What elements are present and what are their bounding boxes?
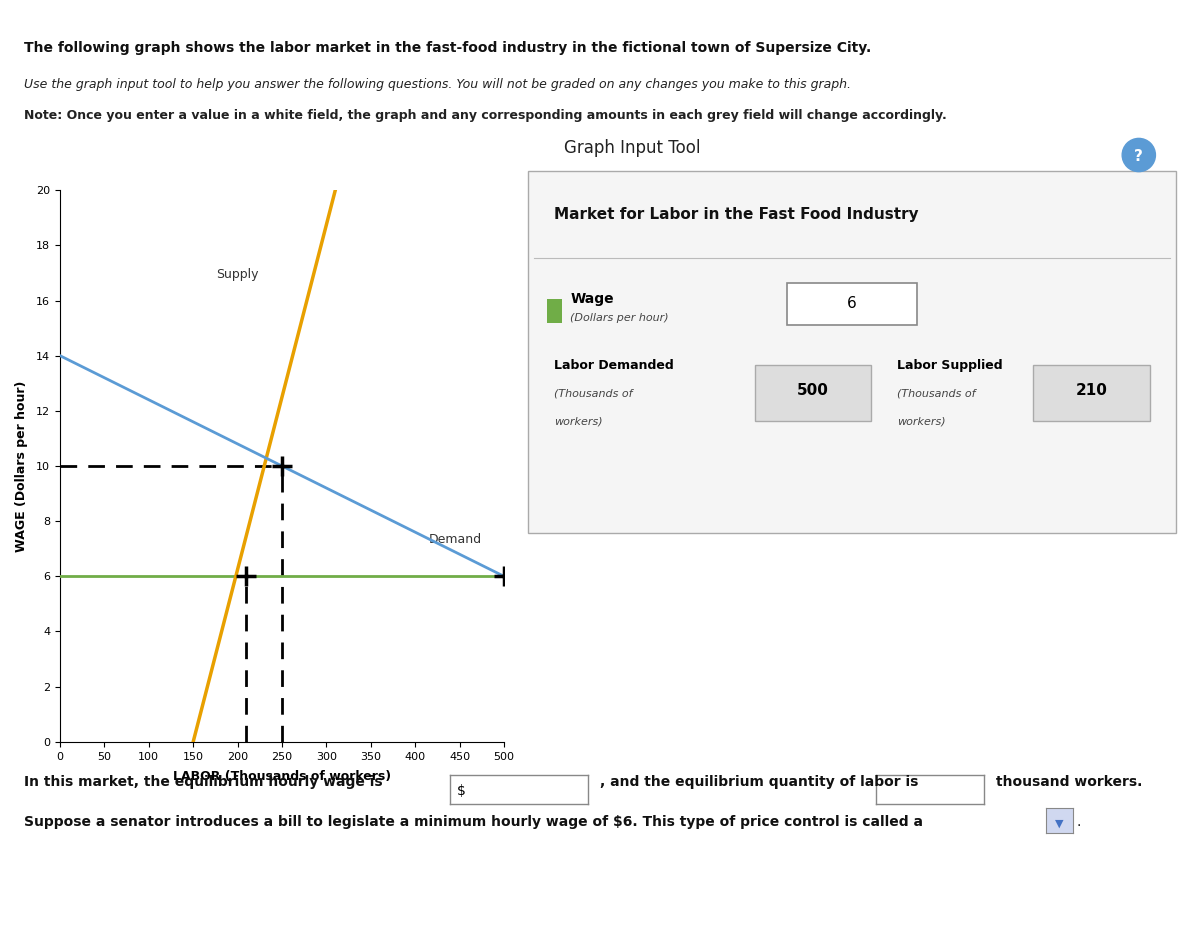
Text: Market for Labor in the Fast Food Industry: Market for Labor in the Fast Food Indust… (554, 207, 918, 223)
Text: ?: ? (1134, 149, 1144, 164)
Text: $: $ (457, 784, 466, 798)
Text: Labor Demanded: Labor Demanded (554, 359, 673, 372)
Y-axis label: WAGE (Dollars per hour): WAGE (Dollars per hour) (14, 380, 28, 552)
Text: Use the graph input tool to help you answer the following questions. You will no: Use the graph input tool to help you ans… (24, 78, 851, 91)
Text: 6: 6 (847, 296, 857, 311)
Text: 500: 500 (797, 383, 829, 398)
Text: Graph Input Tool: Graph Input Tool (564, 139, 701, 157)
FancyBboxPatch shape (787, 283, 917, 324)
Text: ▼: ▼ (1055, 818, 1064, 828)
Text: Labor Supplied: Labor Supplied (898, 359, 1003, 372)
Text: (Thousands of: (Thousands of (554, 388, 632, 398)
Text: workers): workers) (554, 417, 602, 427)
Text: (Dollars per hour): (Dollars per hour) (570, 313, 668, 322)
Text: workers): workers) (898, 417, 946, 427)
Text: 210: 210 (1076, 383, 1108, 398)
Text: Wage: Wage (570, 293, 613, 306)
Text: (Thousands of: (Thousands of (898, 388, 976, 398)
Text: In this market, the equilibrium hourly wage is: In this market, the equilibrium hourly w… (24, 775, 388, 789)
Text: , and the equilibrium quantity of labor is: , and the equilibrium quantity of labor … (600, 775, 923, 789)
FancyBboxPatch shape (755, 364, 871, 420)
Text: Suppose a senator introduces a bill to legislate a minimum hourly wage of $6. Th: Suppose a senator introduces a bill to l… (24, 815, 928, 829)
Text: Note: Once you enter a value in a white field, the graph and any corresponding a: Note: Once you enter a value in a white … (24, 109, 947, 123)
Text: Demand: Demand (428, 534, 481, 546)
Text: Supply: Supply (216, 268, 259, 281)
Text: thousand workers.: thousand workers. (996, 775, 1142, 789)
Text: .: . (1076, 815, 1081, 829)
X-axis label: LABOR (Thousands of workers): LABOR (Thousands of workers) (173, 770, 391, 783)
FancyBboxPatch shape (1033, 364, 1150, 420)
Bar (547, 300, 562, 323)
FancyBboxPatch shape (528, 171, 1176, 533)
Text: The following graph shows the labor market in the fast-food industry in the fict: The following graph shows the labor mark… (24, 41, 871, 55)
Circle shape (1122, 139, 1156, 171)
